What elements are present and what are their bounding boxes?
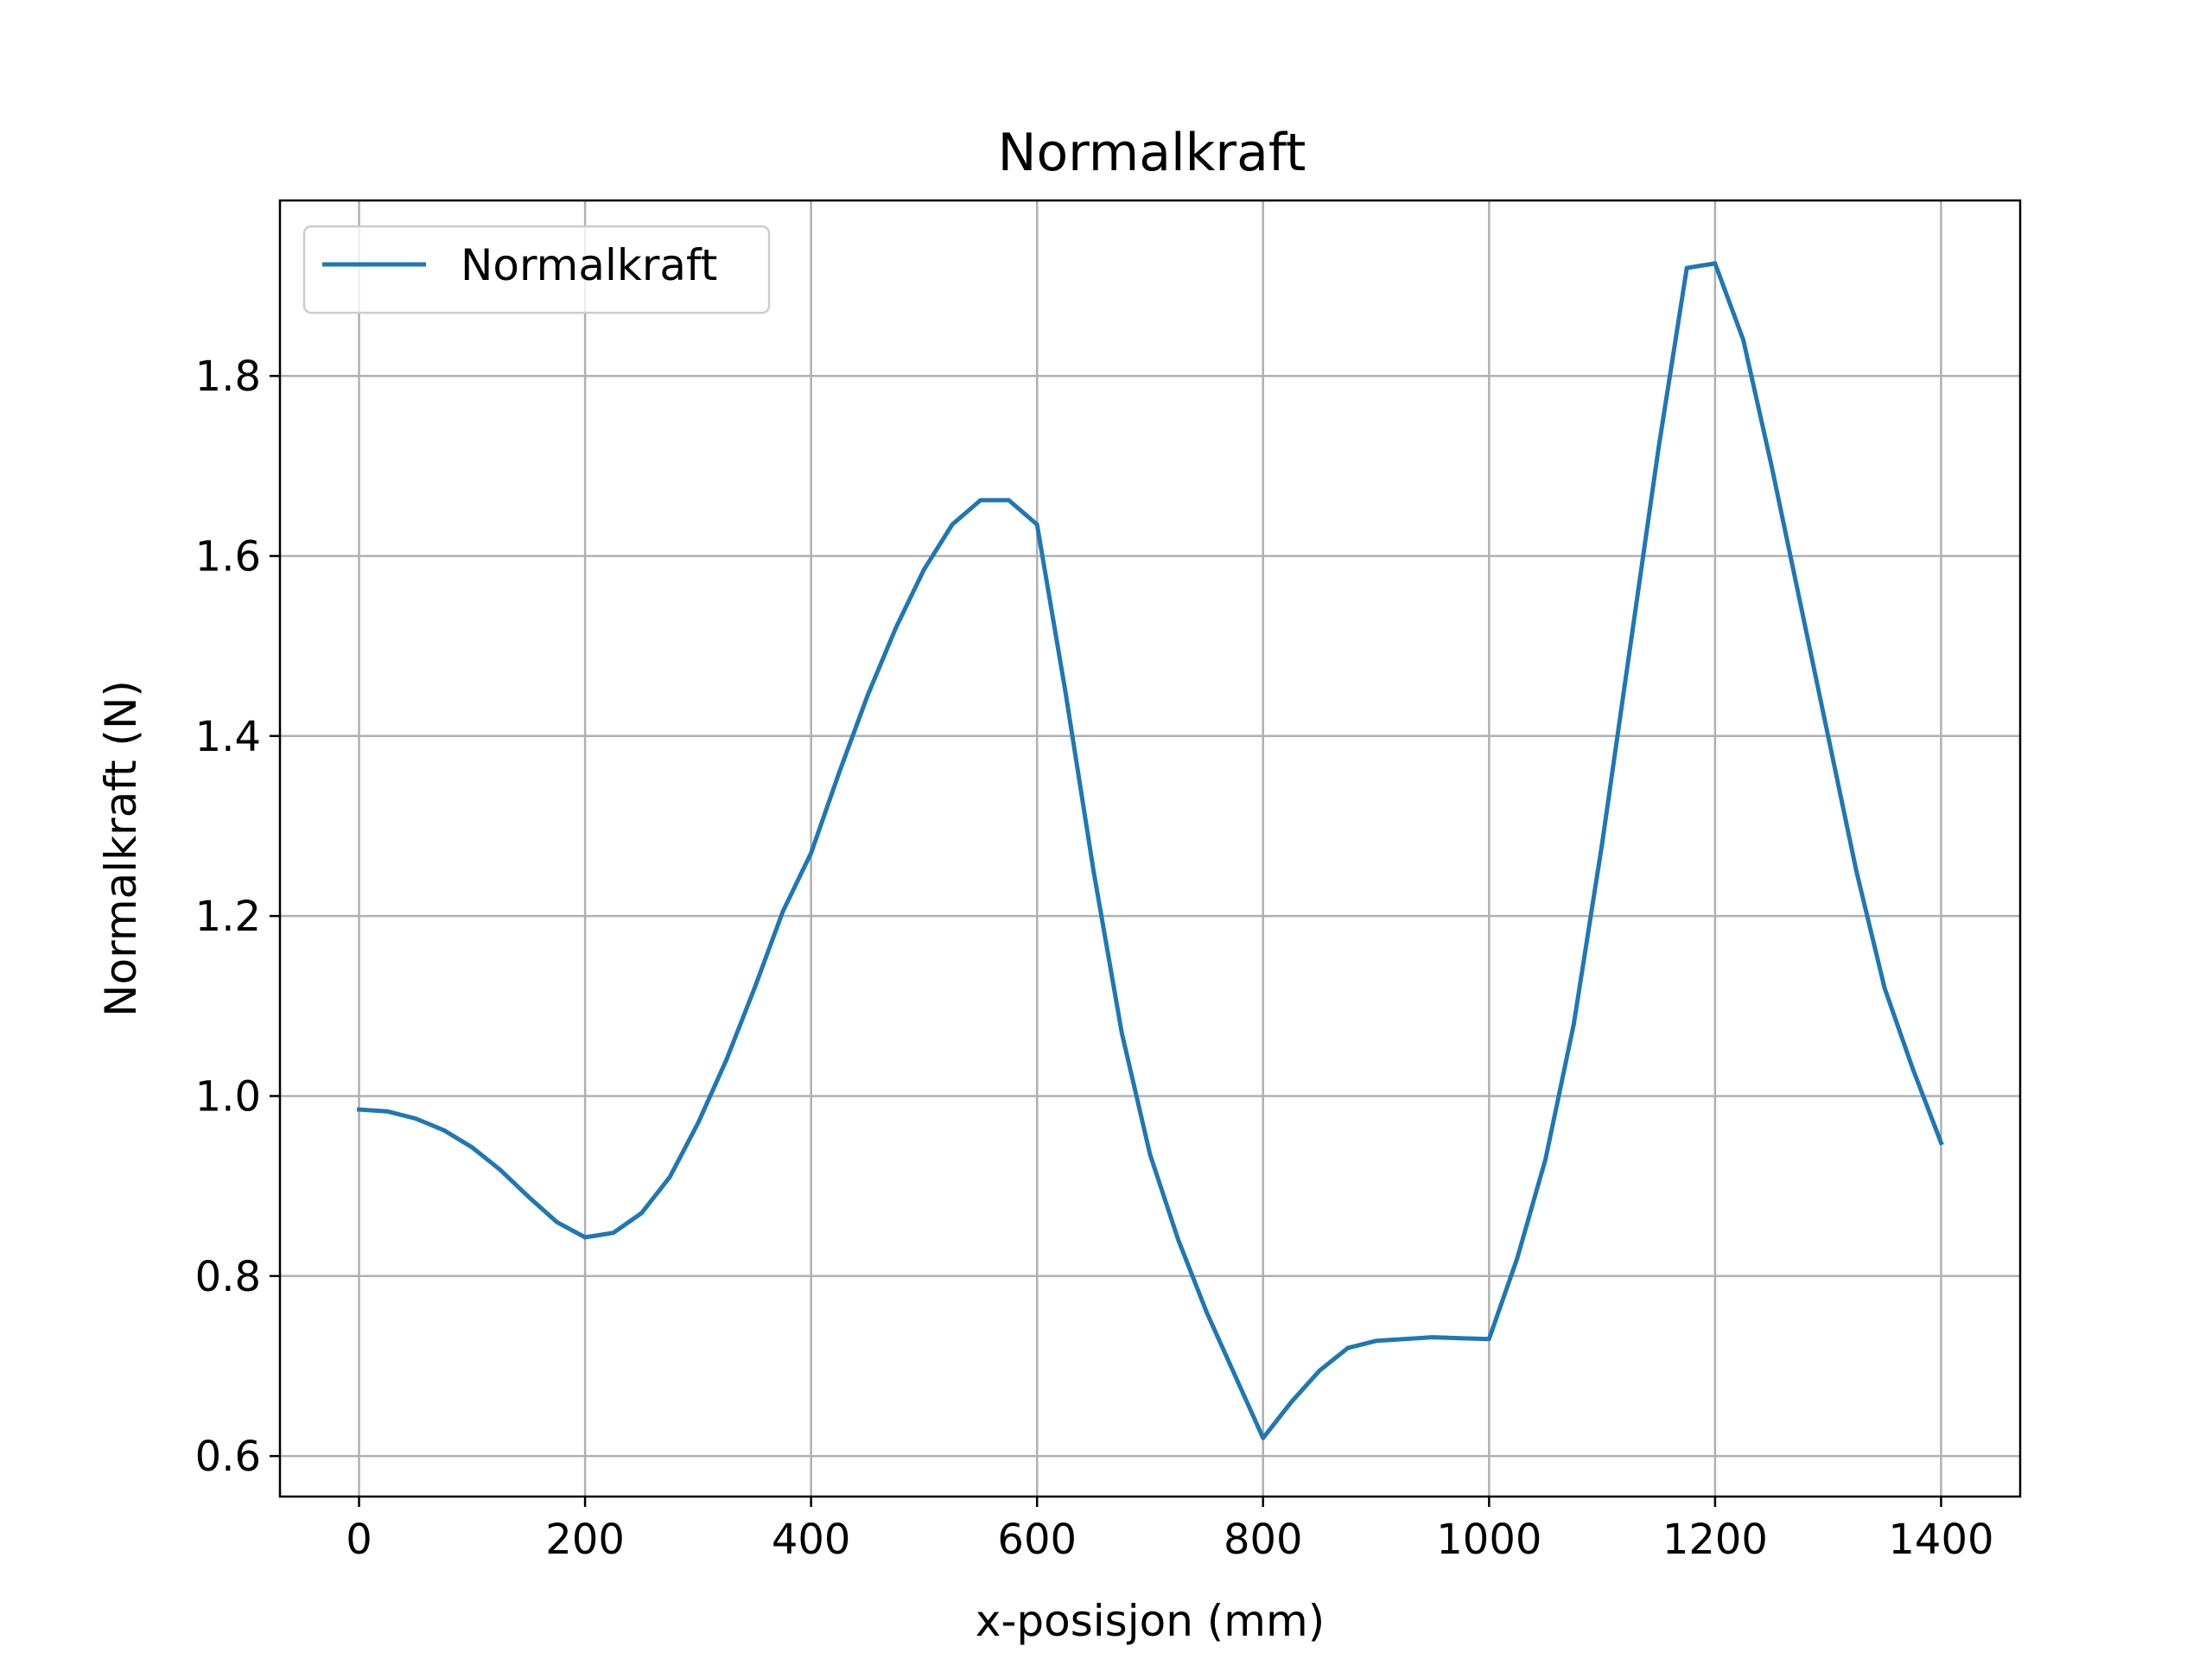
x-tick-label: 1000 <box>1436 1516 1541 1564</box>
series-layer <box>356 261 1944 1440</box>
x-tick-label: 400 <box>772 1516 851 1564</box>
y-tick-label: 1.2 <box>195 893 261 941</box>
legend-label: Normalkraft <box>461 240 717 290</box>
chart-title: Normalkraft <box>998 123 1306 183</box>
legend: Normalkraft <box>302 225 771 315</box>
x-axis-label: x-posisjon (mm) <box>976 1596 1325 1646</box>
ticks: 0 200 400 600 800 1000 1200 1400 0.6 0.8 1.0 1.2 1.4… <box>195 353 1994 1564</box>
legend-box <box>302 225 771 315</box>
y-tick-label: 0.8 <box>195 1253 261 1301</box>
grid <box>280 200 2020 1497</box>
plot-frame <box>278 199 2022 1498</box>
y-tick-label: 1.0 <box>195 1072 261 1121</box>
x-tick-label: 1400 <box>1888 1516 1993 1564</box>
x-tick-label: 600 <box>997 1516 1077 1564</box>
y-axis-label: Normalkraft (N) <box>96 680 146 1017</box>
y-tick-label: 1.8 <box>195 353 261 401</box>
x-tick-label: 0 <box>346 1516 372 1564</box>
series-line-normalkraft <box>356 261 1944 1440</box>
x-tick-label: 800 <box>1224 1516 1303 1564</box>
y-tick-label: 0.6 <box>195 1433 261 1481</box>
x-tick-label: 200 <box>545 1516 625 1564</box>
y-tick-label: 1.4 <box>195 713 261 761</box>
y-tick-label: 1.6 <box>195 532 261 581</box>
x-tick-label: 1200 <box>1662 1516 1768 1564</box>
